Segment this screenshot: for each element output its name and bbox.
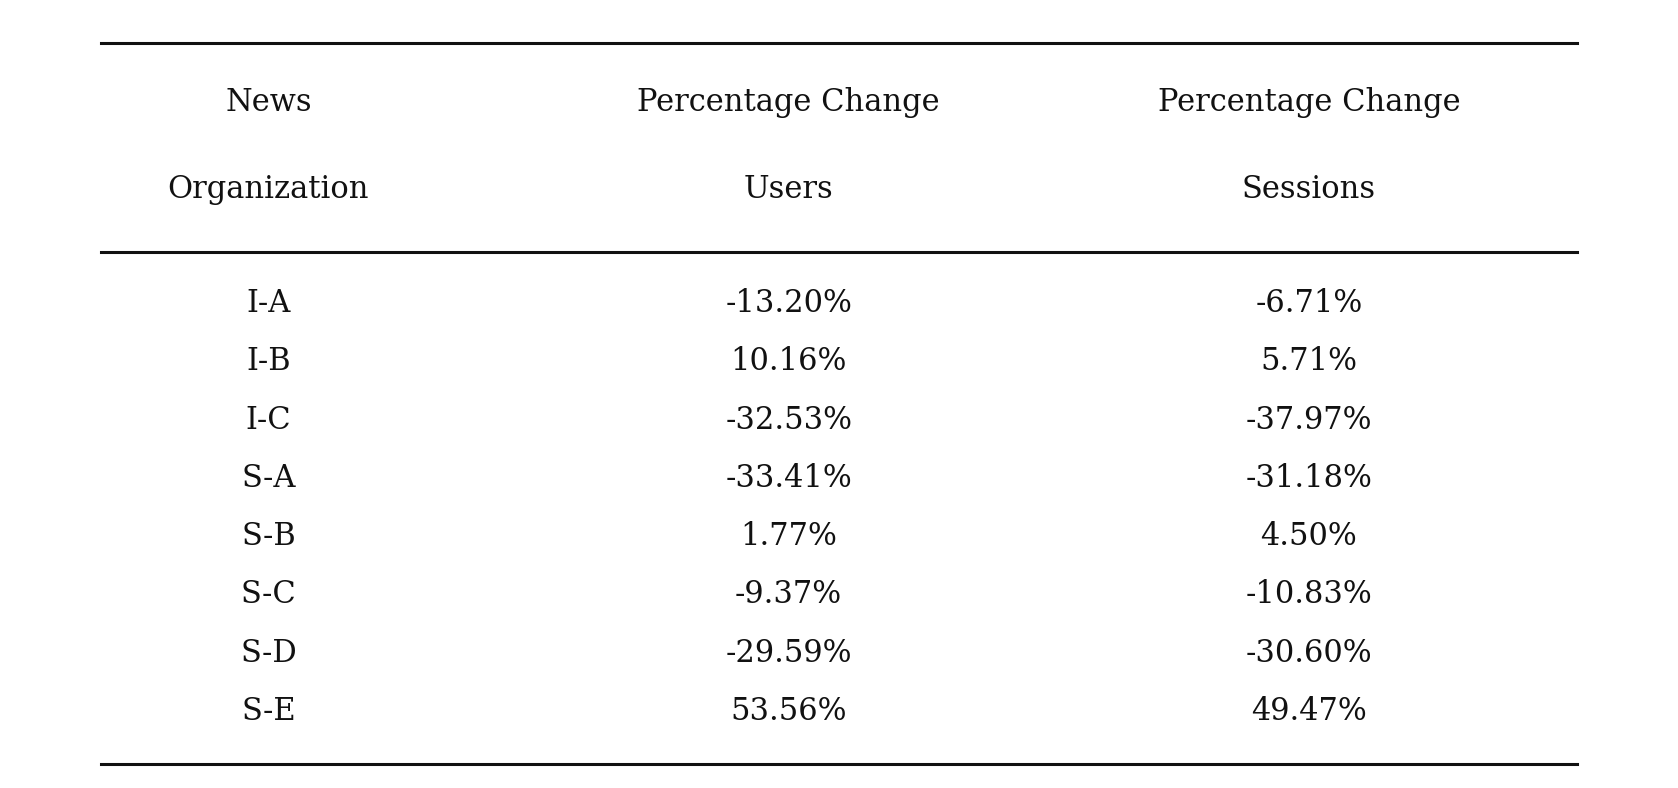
Text: 4.50%: 4.50% bbox=[1260, 521, 1358, 552]
Text: -30.60%: -30.60% bbox=[1245, 637, 1373, 669]
Text: Percentage Change: Percentage Change bbox=[638, 87, 940, 118]
Text: News: News bbox=[225, 87, 312, 118]
Text: 5.71%: 5.71% bbox=[1260, 346, 1358, 377]
Text: S-D: S-D bbox=[240, 637, 297, 669]
Text: I-C: I-C bbox=[245, 404, 292, 436]
Text: 53.56%: 53.56% bbox=[730, 696, 847, 727]
Text: S-C: S-C bbox=[240, 579, 297, 611]
Text: -32.53%: -32.53% bbox=[725, 404, 852, 436]
Text: -29.59%: -29.59% bbox=[725, 637, 852, 669]
Text: I-B: I-B bbox=[247, 346, 290, 377]
Text: 1.77%: 1.77% bbox=[740, 521, 837, 552]
Text: Organization: Organization bbox=[168, 173, 369, 205]
Text: -31.18%: -31.18% bbox=[1245, 463, 1373, 494]
Text: S-A: S-A bbox=[242, 463, 295, 494]
Text: -10.83%: -10.83% bbox=[1245, 579, 1373, 611]
Text: I-A: I-A bbox=[247, 288, 290, 319]
Text: 10.16%: 10.16% bbox=[730, 346, 847, 377]
Text: Sessions: Sessions bbox=[1242, 173, 1376, 205]
Text: -6.71%: -6.71% bbox=[1255, 288, 1363, 319]
Text: -13.20%: -13.20% bbox=[725, 288, 852, 319]
Text: -9.37%: -9.37% bbox=[735, 579, 842, 611]
Text: S-B: S-B bbox=[242, 521, 295, 552]
Text: Percentage Change: Percentage Change bbox=[1158, 87, 1460, 118]
Text: Users: Users bbox=[743, 173, 834, 205]
Text: -37.97%: -37.97% bbox=[1245, 404, 1373, 436]
Text: S-E: S-E bbox=[242, 696, 295, 727]
Text: -33.41%: -33.41% bbox=[725, 463, 852, 494]
Text: 49.47%: 49.47% bbox=[1252, 696, 1366, 727]
